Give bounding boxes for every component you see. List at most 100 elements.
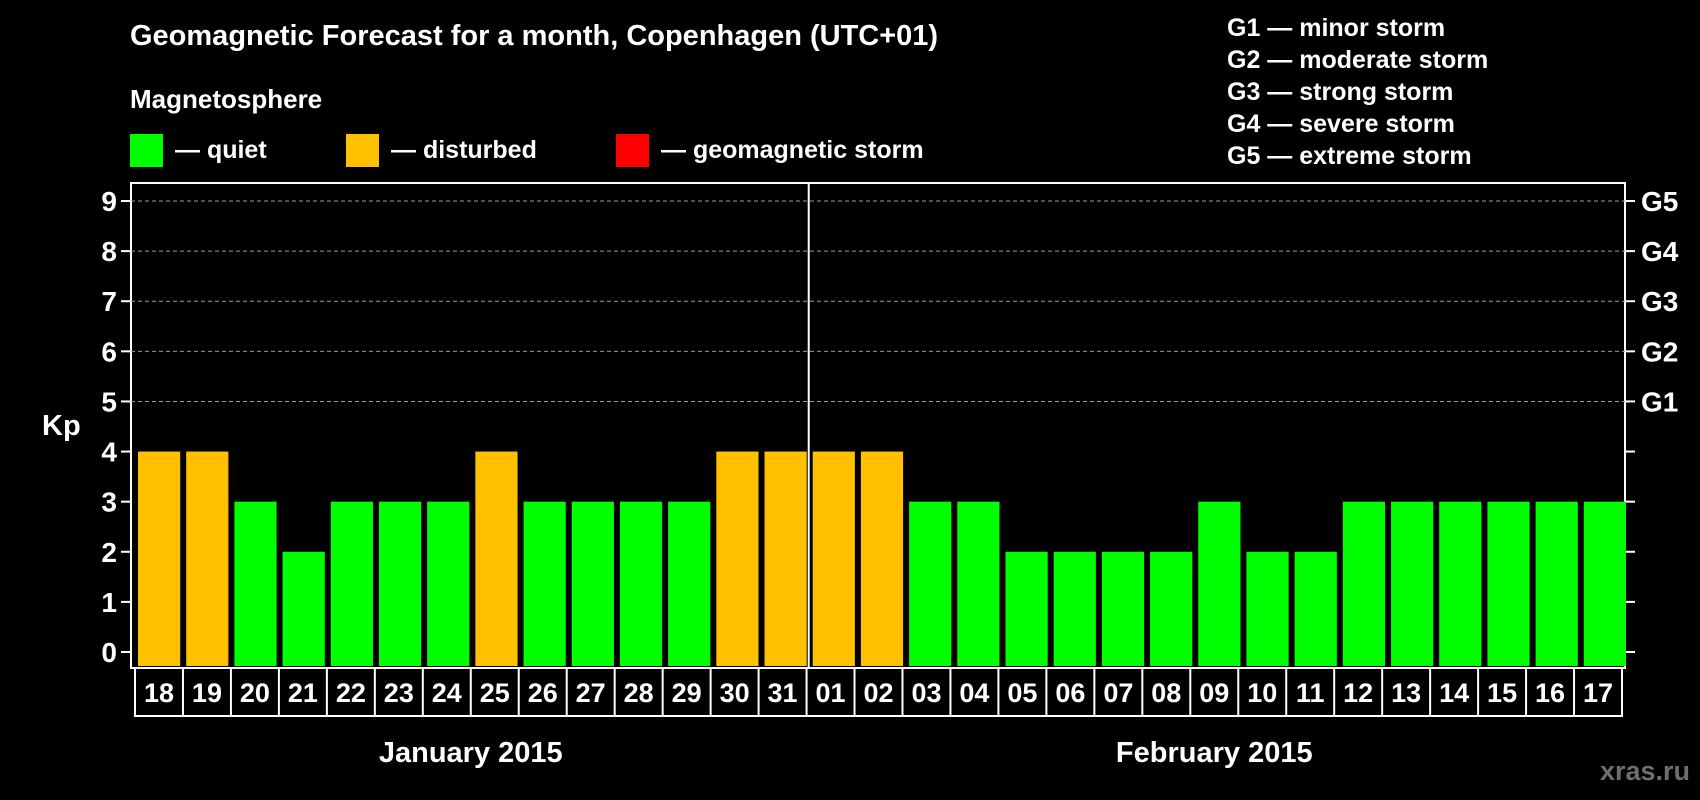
x-tick-label-09: 09: [1199, 678, 1229, 708]
chart-title: Geomagnetic Forecast for a month, Copenh…: [130, 20, 939, 52]
x-tick-label-29: 29: [672, 678, 702, 708]
bar: [1053, 551, 1096, 666]
x-tick-label-26: 26: [528, 678, 558, 708]
x-tick-label-20: 20: [240, 678, 270, 708]
month-label-january: January 2015: [378, 737, 563, 769]
bar: [1294, 551, 1337, 666]
bar: [764, 451, 807, 666]
bar: [619, 501, 663, 666]
legend-item-disturbed: — disturbed: [346, 134, 537, 167]
right-axis-label-g3: G3: [1641, 286, 1678, 317]
right-axis-label-g5: G5: [1641, 186, 1678, 217]
legend-title: Magnetosphere: [130, 84, 323, 114]
y-tick-label-9: 9: [101, 186, 117, 217]
bar: [668, 501, 711, 666]
day-label-row: [134, 667, 1623, 717]
x-tick-label-16: 16: [1535, 678, 1565, 708]
x-tick-label-10: 10: [1247, 678, 1277, 708]
bar: [1487, 501, 1530, 666]
storm-scale-g1: G1 — minor storm: [1227, 14, 1446, 42]
storm-scale-g5: G5 — extreme storm: [1227, 142, 1472, 170]
x-tick-label-14: 14: [1439, 678, 1469, 708]
x-tick-label-12: 12: [1343, 678, 1373, 708]
y-tick-label-4: 4: [101, 437, 117, 468]
x-tick-label-11: 11: [1296, 678, 1325, 708]
x-tick-label-01: 01: [816, 678, 846, 708]
watermark: xras.ru: [1599, 756, 1690, 786]
bar: [812, 451, 855, 666]
x-tick-label-24: 24: [432, 678, 462, 708]
right-axis-label-g1: G1: [1641, 386, 1678, 417]
y-tick-label-3: 3: [101, 487, 117, 518]
bar: [860, 451, 904, 666]
right-axis-label-g4: G4: [1641, 236, 1679, 267]
x-tick-label-22: 22: [336, 678, 366, 708]
x-tick-label-31: 31: [768, 678, 798, 708]
bar: [1101, 551, 1145, 666]
bar: [234, 501, 277, 666]
x-tick-label-08: 08: [1151, 678, 1181, 708]
x-tick-label-04: 04: [959, 678, 989, 708]
x-tick-label-07: 07: [1103, 678, 1133, 708]
x-tick-label-25: 25: [480, 678, 510, 708]
y-tick-label-1: 1: [101, 587, 117, 618]
y-tick-label-8: 8: [101, 236, 117, 267]
month-label-february: February 2015: [1115, 737, 1313, 769]
bar: [282, 551, 325, 666]
x-tick-label-27: 27: [576, 678, 606, 708]
y-tick-label-5: 5: [101, 386, 117, 417]
x-tick-label-28: 28: [624, 678, 654, 708]
bar: [186, 451, 229, 666]
x-tick-label-05: 05: [1007, 678, 1037, 708]
x-tick-label-19: 19: [192, 678, 222, 708]
bar: [1391, 501, 1434, 666]
bar: [1198, 501, 1241, 666]
bar: [1150, 551, 1193, 666]
y-tick-label-7: 7: [101, 286, 117, 317]
x-tick-label-30: 30: [720, 678, 750, 708]
legend-swatch-disturbed: [346, 134, 379, 167]
x-tick-label-02: 02: [863, 678, 893, 708]
x-tick-label-18: 18: [144, 678, 174, 708]
bar: [378, 501, 422, 666]
legend-label-quiet: — quiet: [175, 136, 267, 164]
legend-item-quiet: — quiet: [130, 134, 267, 167]
storm-scale-list: G1 — minor storm G2 — moderate storm G3 …: [1227, 12, 1488, 172]
bar: [1439, 501, 1482, 666]
x-tick-label-06: 06: [1055, 678, 1085, 708]
bar: [1535, 501, 1578, 666]
y-tick-label-6: 6: [101, 336, 117, 367]
bar: [1342, 501, 1386, 666]
x-tick-label-23: 23: [384, 678, 414, 708]
bar: [330, 501, 373, 666]
bar: [523, 501, 566, 666]
bar: [1005, 551, 1048, 666]
storm-scale-g3: G3 — strong storm: [1227, 78, 1454, 106]
bar: [138, 451, 181, 666]
bar: [427, 501, 470, 666]
x-tick-label-03: 03: [911, 678, 941, 708]
legend-label-storm: — geomagnetic storm: [661, 136, 924, 164]
y-tick-label-0: 0: [101, 637, 117, 668]
legend-swatch-storm: [616, 134, 649, 167]
bar: [1583, 501, 1626, 666]
storm-scale-g4: G4 — severe storm: [1227, 110, 1455, 138]
bar: [909, 501, 952, 666]
bar: [475, 451, 518, 666]
x-tick-label-13: 13: [1391, 678, 1421, 708]
bar: [957, 501, 1000, 666]
bar: [716, 451, 759, 666]
y-axis-label: Kp: [42, 410, 81, 442]
y-tick-label-2: 2: [101, 537, 117, 568]
bar: [571, 501, 614, 666]
legend-label-disturbed: — disturbed: [391, 136, 537, 164]
right-axis-label-g2: G2: [1641, 336, 1678, 367]
bar: [1246, 551, 1289, 666]
x-tick-label-17: 17: [1583, 678, 1613, 708]
storm-scale-g2: G2 — moderate storm: [1227, 46, 1489, 74]
x-tick-label-21: 21: [288, 678, 318, 708]
legend-swatch-quiet: [130, 134, 163, 167]
x-tick-label-15: 15: [1487, 678, 1517, 708]
legend-item-storm: — geomagnetic storm: [616, 134, 924, 167]
